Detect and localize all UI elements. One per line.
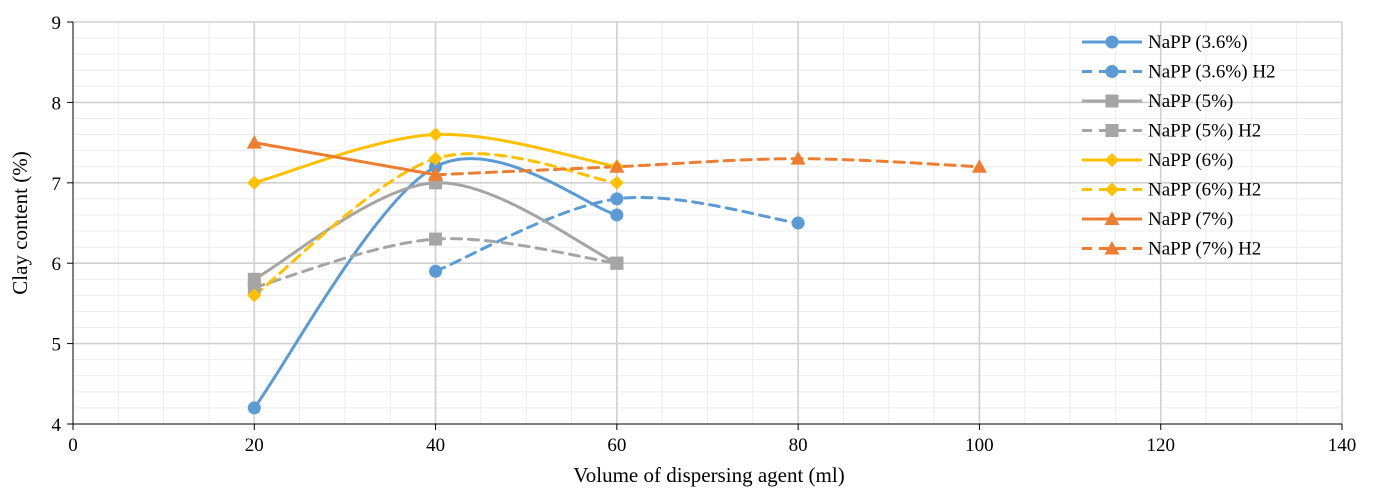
y-axis-label: Clay content (%) <box>8 151 32 294</box>
x-axis-label: Volume of dispersing agent (ml) <box>573 463 844 487</box>
data-point-series-8 <box>609 159 625 173</box>
data-point-series-6 <box>247 288 262 303</box>
y-tick-label: 8 <box>52 93 62 114</box>
x-tick-label: 0 <box>68 435 78 456</box>
data-point-series-2 <box>610 192 624 206</box>
x-tick-label: 80 <box>789 435 808 456</box>
legend-marker-5 <box>1105 153 1119 167</box>
data-point-series-8 <box>971 159 987 173</box>
data-point-series-5 <box>428 127 443 142</box>
data-point-series-2 <box>791 216 805 230</box>
data-point-series-8 <box>790 151 806 165</box>
legend-marker-4 <box>1105 124 1119 137</box>
y-tick-label: 6 <box>52 254 62 275</box>
x-tick-label: 140 <box>1328 435 1357 456</box>
series-line-7 <box>252 141 438 177</box>
legend-marker-1 <box>1105 35 1119 49</box>
x-tick-label: 40 <box>426 435 445 456</box>
minor-grid <box>73 22 1342 424</box>
data-point-series-4 <box>429 232 443 246</box>
data-point-series-4 <box>247 280 261 294</box>
data-point-series-7 <box>246 135 262 149</box>
y-tick-label: 7 <box>52 174 62 195</box>
y-tick-label: 5 <box>52 335 62 356</box>
legend-marker-7 <box>1104 211 1120 225</box>
tick-labels: 0 20 40 60 80 100 120 140 4 5 6 7 8 9 <box>52 13 1357 456</box>
x-tick-label: 20 <box>245 435 264 456</box>
data-point-series-1 <box>610 208 624 222</box>
y-tick-label: 4 <box>52 415 62 436</box>
x-tick-label: 120 <box>1146 435 1175 456</box>
major-grid <box>73 21 1343 424</box>
legend-label-5: NaPP (6%) <box>1148 150 1233 171</box>
legend-marker-6 <box>1105 182 1119 197</box>
data-point-series-5 <box>247 175 262 190</box>
data-point-series-2 <box>429 264 443 278</box>
legend-marker-8 <box>1104 241 1120 255</box>
legend-label-4: NaPP (5%) H2 <box>1148 121 1261 142</box>
legend-label-1: NaPP (3.6%) <box>1148 32 1248 53</box>
legend-marker-3 <box>1105 94 1119 108</box>
data-point-series-1 <box>247 401 261 415</box>
data-point-series-8 <box>428 167 444 181</box>
legend-marker-2 <box>1105 65 1119 78</box>
x-tick-label: 100 <box>965 435 994 456</box>
axes <box>67 21 1343 430</box>
data-point-series-4 <box>610 256 624 270</box>
legend: NaPP (3.6%) NaPP (3.6%) H2 NaPP (5%) NaPP (… <box>1082 32 1276 260</box>
y-tick-label: 9 <box>52 13 62 34</box>
x-tick-label: 60 <box>607 435 626 456</box>
data-point-series-6 <box>609 175 624 190</box>
legend-label-2: NaPP (3.6%) H2 <box>1148 62 1276 83</box>
data-point-series-1 <box>429 160 443 174</box>
legend-label-8: NaPP (7%) H2 <box>1148 239 1261 260</box>
data-point-series-6 <box>428 151 443 166</box>
series-markers <box>246 127 987 415</box>
series-line-8 <box>434 157 981 177</box>
legend-label-7: NaPP (7%) <box>1148 209 1233 230</box>
legend-label-3: NaPP (5%) <box>1148 91 1233 112</box>
legend-label-6: NaPP (6%) H2 <box>1148 180 1261 201</box>
